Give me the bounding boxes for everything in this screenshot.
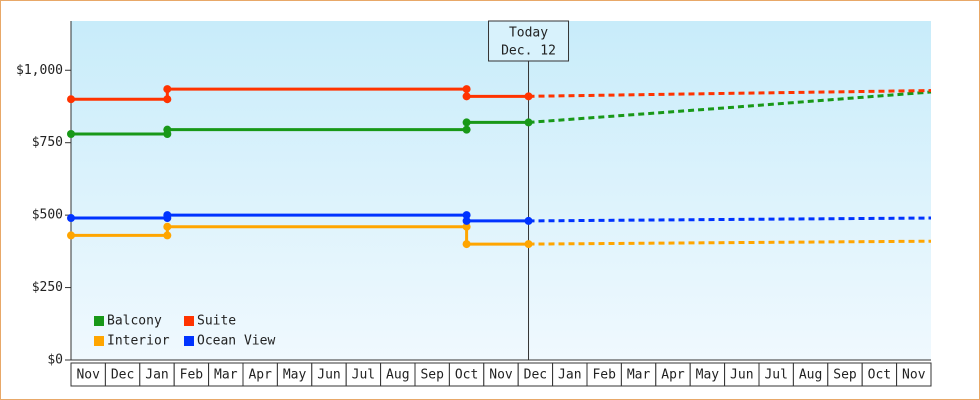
projection-line xyxy=(528,89,932,98)
y-tick-label: $1,000 xyxy=(16,63,63,78)
x-tick-label: Jun xyxy=(730,368,753,383)
today-label: Today xyxy=(509,26,548,41)
point xyxy=(462,222,471,231)
series-line xyxy=(71,213,529,223)
point xyxy=(462,211,471,220)
legend-swatch xyxy=(94,336,104,346)
projection-line xyxy=(528,239,932,246)
y-tick-label: $750 xyxy=(32,135,63,150)
point xyxy=(163,85,172,94)
y-tick-label: $250 xyxy=(32,280,63,295)
legend-label: Interior xyxy=(107,334,170,349)
point xyxy=(163,125,172,134)
x-tick-label: Feb xyxy=(592,368,616,383)
point xyxy=(462,85,471,94)
x-tick-label: Feb xyxy=(180,368,204,383)
x-tick-label: Dec xyxy=(524,368,547,383)
x-tick-label: Sep xyxy=(420,368,444,383)
x-tick-label: Mar xyxy=(627,368,651,383)
point xyxy=(524,118,533,127)
x-tick-label: Aug xyxy=(386,368,409,383)
point xyxy=(67,214,75,223)
legend-label: Suite xyxy=(197,314,236,329)
point xyxy=(67,95,75,104)
legend-swatch xyxy=(184,316,194,326)
point xyxy=(462,125,471,134)
plot-area xyxy=(71,21,931,360)
today-label: Dec. 12 xyxy=(501,44,556,59)
x-tick-label: Oct xyxy=(868,368,891,383)
x-tick-label: Jan xyxy=(145,368,168,383)
x-tick-label: Nov xyxy=(902,368,926,383)
x-tick-label: Nov xyxy=(489,368,513,383)
point xyxy=(524,240,533,249)
x-tick-label: Oct xyxy=(455,368,478,383)
x-tick-label: Jan xyxy=(558,368,581,383)
point xyxy=(524,92,533,101)
x-tick-label: May xyxy=(696,368,720,383)
legend-label: Ocean View xyxy=(197,334,275,349)
x-tick-label: Dec xyxy=(111,368,134,383)
point xyxy=(163,222,172,231)
x-tick-label: Apr xyxy=(248,368,272,383)
x-tick-label: Apr xyxy=(661,368,685,383)
point xyxy=(67,231,75,240)
series-line xyxy=(71,87,529,101)
legend-label: Balcony xyxy=(107,314,162,329)
y-tick-label: $500 xyxy=(32,208,63,223)
x-tick-label: Jul xyxy=(352,368,375,383)
x-tick-label: May xyxy=(283,368,307,383)
point xyxy=(67,130,75,138)
x-tick-cell xyxy=(896,362,932,387)
legend-swatch xyxy=(184,336,194,346)
series-line xyxy=(71,120,529,136)
x-tick-label: Aug xyxy=(799,368,822,383)
x-tick-label: Jun xyxy=(317,368,340,383)
x-tick-label: Jul xyxy=(764,368,787,383)
point xyxy=(524,216,533,225)
point xyxy=(462,240,471,249)
projection-line xyxy=(528,90,932,124)
y-tick-label: $0 xyxy=(47,353,63,368)
point xyxy=(462,216,471,225)
point xyxy=(163,95,172,104)
point xyxy=(163,231,172,240)
point xyxy=(462,118,471,127)
x-tick-label: Sep xyxy=(833,368,857,383)
today-box xyxy=(488,20,570,62)
point xyxy=(462,92,471,101)
projection-line xyxy=(528,216,932,223)
x-tick-label: Mar xyxy=(214,368,238,383)
x-tick-label: Nov xyxy=(76,368,100,383)
point xyxy=(163,211,172,220)
legend-swatch xyxy=(94,316,104,326)
series-line xyxy=(71,225,529,246)
